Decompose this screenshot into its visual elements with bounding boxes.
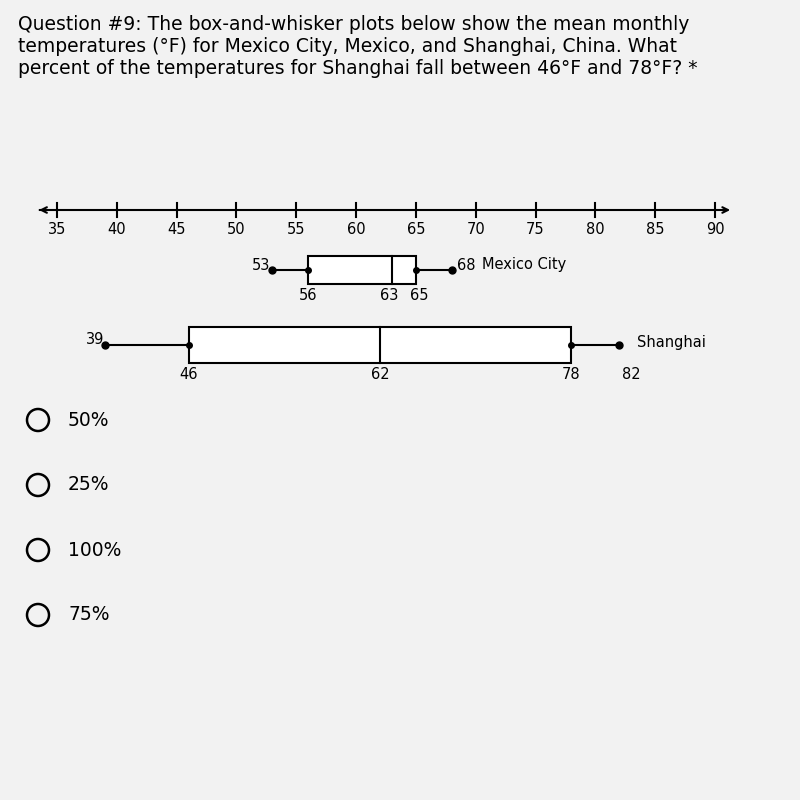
Text: 35: 35: [48, 222, 66, 237]
Text: temperatures (°F) for Mexico City, Mexico, and Shanghai, China. What: temperatures (°F) for Mexico City, Mexic…: [18, 37, 677, 56]
Text: 78: 78: [562, 367, 581, 382]
Text: 46: 46: [179, 367, 198, 382]
Text: 40: 40: [107, 222, 126, 237]
Text: 25%: 25%: [68, 475, 110, 494]
Text: 75%: 75%: [68, 606, 110, 625]
Text: 55: 55: [287, 222, 306, 237]
Text: 80: 80: [586, 222, 605, 237]
Text: Question #9: The box-and-whisker plots below show the mean monthly: Question #9: The box-and-whisker plots b…: [18, 15, 690, 34]
Text: 65: 65: [406, 222, 425, 237]
Text: 50%: 50%: [68, 410, 110, 430]
Text: 68: 68: [457, 258, 475, 273]
Text: 63: 63: [380, 288, 398, 303]
Text: Shanghai: Shanghai: [638, 334, 706, 350]
Text: 50: 50: [227, 222, 246, 237]
Text: 45: 45: [167, 222, 186, 237]
Text: 90: 90: [706, 222, 724, 237]
Text: 56: 56: [299, 288, 318, 303]
Bar: [308, 256, 416, 284]
Text: 65: 65: [410, 288, 428, 303]
Text: 75: 75: [526, 222, 545, 237]
Text: 53: 53: [252, 258, 270, 273]
Text: 100%: 100%: [68, 541, 122, 559]
Text: 85: 85: [646, 222, 665, 237]
Bar: [189, 327, 571, 363]
Text: percent of the temperatures for Shanghai fall between 46°F and 78°F? *: percent of the temperatures for Shanghai…: [18, 59, 698, 78]
Text: 60: 60: [346, 222, 366, 237]
Text: 82: 82: [622, 367, 641, 382]
Text: 70: 70: [466, 222, 485, 237]
Text: Mexico City: Mexico City: [482, 258, 566, 273]
Text: 62: 62: [370, 367, 390, 382]
Text: 39: 39: [86, 331, 104, 346]
